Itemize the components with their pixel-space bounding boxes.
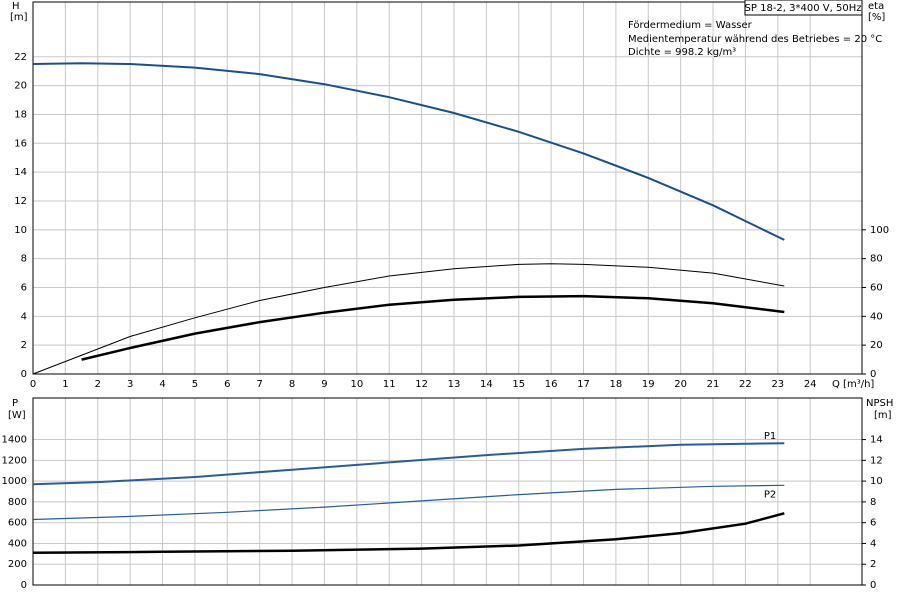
y2-axis-label: NPSH bbox=[866, 398, 893, 409]
curve bbox=[32, 512, 785, 555]
y-tick-label: 16 bbox=[14, 138, 27, 149]
y2-tick-label: 0 bbox=[870, 580, 876, 591]
y2-tick-label: 2 bbox=[870, 559, 876, 570]
x-tick-label: 6 bbox=[224, 379, 230, 390]
x-tick-label: 15 bbox=[512, 379, 525, 390]
curve bbox=[32, 263, 785, 375]
y2-tick-label: 100 bbox=[870, 225, 889, 236]
y-axis-unit: [W] bbox=[8, 410, 26, 421]
series-label: P1 bbox=[764, 431, 776, 442]
x-tick-label: 13 bbox=[448, 379, 461, 390]
x-tick-label: 9 bbox=[321, 379, 327, 390]
y-tick-label: 1400 bbox=[2, 435, 27, 446]
x-tick-label: 11 bbox=[383, 379, 396, 390]
x-tick-label: 19 bbox=[642, 379, 655, 390]
x-tick-label: 7 bbox=[256, 379, 262, 390]
y-tick-label: 20 bbox=[14, 81, 27, 92]
y-tick-label: 400 bbox=[8, 538, 27, 549]
title-box bbox=[744, 0, 863, 16]
y2-axis-unit: [m] bbox=[874, 410, 892, 421]
y2-tick-label: 80 bbox=[870, 254, 883, 265]
y-tick-label: 2 bbox=[21, 340, 27, 351]
y-tick-label: 200 bbox=[8, 559, 27, 570]
curve bbox=[32, 62, 785, 241]
series-label: P2 bbox=[764, 489, 776, 500]
y-tick-label: 0 bbox=[21, 580, 27, 591]
y2-axis-label: eta bbox=[868, 1, 884, 12]
x-tick-label: 4 bbox=[159, 379, 165, 390]
y-tick-label: 6 bbox=[21, 282, 27, 293]
y2-axis-unit: [%] bbox=[868, 12, 885, 23]
y-axis-label: P bbox=[12, 398, 18, 409]
y2-tick-label: 6 bbox=[870, 518, 876, 529]
y-axis-label: H bbox=[12, 1, 20, 12]
x-axis-label: Q [m³/h] bbox=[832, 379, 874, 390]
y2-tick-label: 10 bbox=[870, 476, 883, 487]
x-tick-label: 3 bbox=[127, 379, 133, 390]
y-tick-label: 18 bbox=[14, 109, 27, 120]
x-tick-label: 23 bbox=[771, 379, 784, 390]
y2-tick-label: 14 bbox=[870, 435, 883, 446]
y-tick-label: 600 bbox=[8, 518, 27, 529]
y-tick-label: 1200 bbox=[2, 455, 27, 466]
plot-frame bbox=[32, 397, 863, 586]
x-tick-label: 20 bbox=[674, 379, 687, 390]
curve bbox=[32, 442, 785, 486]
annotation: Dichte = 998.2 kg/m³ bbox=[628, 47, 736, 58]
x-tick-label: 12 bbox=[415, 379, 428, 390]
x-tick-label: 2 bbox=[95, 379, 101, 390]
x-tick-label: 18 bbox=[610, 379, 623, 390]
y2-tick-label: 4 bbox=[870, 538, 876, 549]
x-tick-label: 10 bbox=[350, 379, 363, 390]
curve bbox=[81, 294, 785, 361]
x-tick-label: 1 bbox=[62, 379, 68, 390]
y-tick-label: 0 bbox=[21, 369, 27, 380]
y-tick-label: 4 bbox=[21, 311, 27, 322]
x-tick-label: 8 bbox=[289, 379, 295, 390]
y-tick-label: 14 bbox=[14, 167, 27, 178]
y-tick-label: 800 bbox=[8, 497, 27, 508]
x-tick-label: 17 bbox=[577, 379, 590, 390]
chart-title: SP 18-2, 3*400 V, 50Hz bbox=[745, 3, 862, 14]
x-tick-label: 21 bbox=[707, 379, 720, 390]
y2-tick-label: 20 bbox=[870, 340, 883, 351]
x-tick-label: 5 bbox=[192, 379, 198, 390]
annotation: Fördermedium = Wasser bbox=[628, 20, 753, 31]
y2-tick-label: 60 bbox=[870, 282, 883, 293]
y-tick-label: 22 bbox=[14, 52, 27, 63]
x-tick-label: 0 bbox=[30, 379, 36, 390]
y2-tick-label: 8 bbox=[870, 497, 876, 508]
x-tick-label: 24 bbox=[804, 379, 817, 390]
y2-tick-label: 40 bbox=[870, 311, 883, 322]
y-axis-unit: [m] bbox=[10, 12, 28, 23]
y-tick-label: 8 bbox=[21, 254, 27, 265]
plot-frame bbox=[32, 1, 863, 375]
curve bbox=[32, 484, 785, 521]
x-tick-label: 16 bbox=[545, 379, 558, 390]
annotation: Medientemperatur während des Betriebes =… bbox=[628, 34, 882, 45]
y2-tick-label: 0 bbox=[870, 369, 876, 380]
y2-tick-label: 12 bbox=[870, 455, 883, 466]
x-tick-label: 22 bbox=[739, 379, 752, 390]
y-tick-label: 1000 bbox=[2, 476, 27, 487]
x-tick-label: 14 bbox=[480, 379, 493, 390]
y-tick-label: 10 bbox=[14, 225, 27, 236]
y-tick-label: 12 bbox=[14, 196, 27, 207]
